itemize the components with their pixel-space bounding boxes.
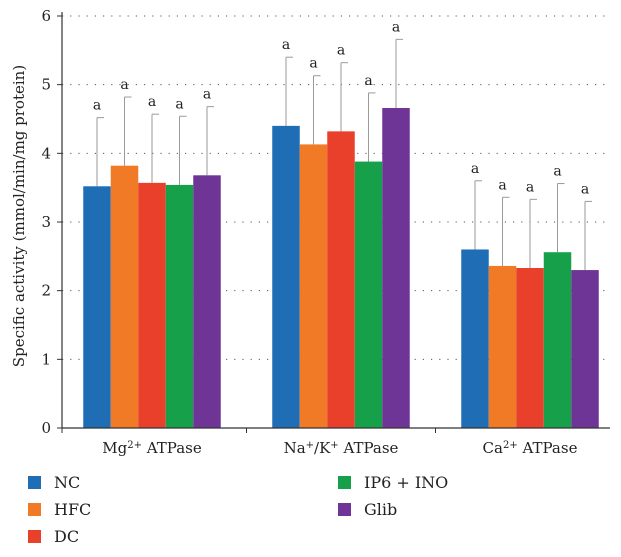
legend-label: NC [54,473,80,492]
bar [543,252,572,428]
y-tick-label: 6 [41,7,51,25]
legend-swatch [338,476,351,489]
legend-label: Glib [364,500,397,519]
y-tick-label: 1 [41,350,51,368]
x-tick-labels: Mg2+ ATPase Na+/K+ ATPase Ca2+ ATPase [102,439,577,457]
y-tick-label: 5 [41,76,51,94]
y-tick-labels: 0 1 2 3 4 5 6 [41,7,51,437]
y-tick-label: 4 [41,144,51,162]
x-tick-label: Mg2+ ATPase [102,439,202,457]
significance-label: a [282,37,290,53]
legend-label: HFC [54,500,91,519]
bar [138,182,166,428]
bar [83,186,111,428]
legend-swatch [28,530,41,543]
bar [516,268,544,428]
significance-label: a [471,161,479,177]
y-tick-label: 0 [41,419,51,437]
axes [57,12,610,433]
x-tick-label: Na+/K+ ATPase [284,439,399,457]
significance-label: a [364,73,372,89]
bar [299,144,328,428]
significance-label: a [148,94,156,110]
data-labels: a a a a a a a a a a a a a a a [93,19,589,197]
bar [327,131,355,429]
significance-label: a [581,181,589,197]
significance-label: a [553,164,561,180]
significance-label: a [337,43,345,59]
significance-label: a [392,19,400,35]
y-axis-title: Specific activity (mmol/min/mg protein) [10,65,28,367]
legend-label: IP6 + INO [364,473,448,492]
x-tick-label: Ca2+ ATPase [483,439,578,457]
error-bars [96,38,592,271]
y-tick-label: 3 [41,213,51,231]
bar [571,270,599,428]
bars [83,108,599,429]
legend-swatch [28,503,41,516]
bar [272,125,300,428]
significance-label: a [120,77,128,93]
significance-label: a [203,87,211,103]
significance-label: a [175,96,183,112]
bar [461,249,489,428]
legend-label: DC [54,527,79,546]
bar [165,184,194,428]
significance-label: a [309,56,317,72]
legend-swatch [28,476,41,489]
bar [382,108,410,428]
significance-label: a [526,179,534,195]
significance-label: a [93,98,101,114]
bar [354,161,383,428]
bar [193,175,221,428]
y-tick-label: 2 [41,282,51,300]
legend-swatch [338,503,351,516]
bar [488,265,517,428]
legend: NC HFC DC IP6 + INO Glib [28,473,448,546]
bar [110,165,139,428]
significance-label: a [498,177,506,193]
